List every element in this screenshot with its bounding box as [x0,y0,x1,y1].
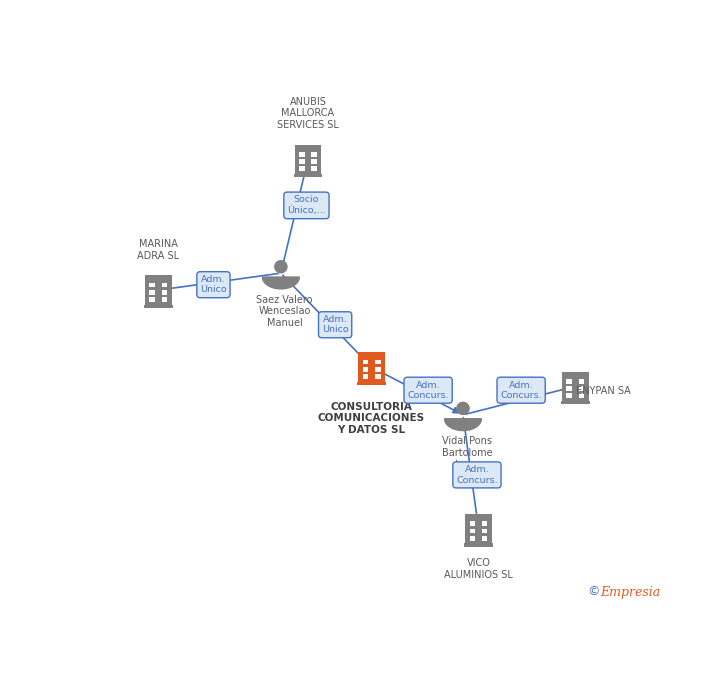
FancyBboxPatch shape [375,367,381,372]
Text: MARINA
ADRA SL: MARINA ADRA SL [138,239,180,261]
Polygon shape [262,277,299,289]
Text: Socio
Único,...: Socio Único,... [287,195,325,215]
FancyBboxPatch shape [482,521,488,526]
Text: Adm.
Concurs.: Adm. Concurs. [456,465,498,484]
FancyBboxPatch shape [562,372,588,401]
FancyBboxPatch shape [311,159,317,164]
Text: Adm.
Unico: Adm. Unico [200,275,226,295]
FancyBboxPatch shape [162,283,167,288]
FancyBboxPatch shape [375,374,381,379]
FancyBboxPatch shape [146,275,172,305]
FancyBboxPatch shape [566,386,572,391]
Polygon shape [457,402,469,414]
Text: VICO
ALUMINIOS SL: VICO ALUMINIOS SL [444,558,513,580]
FancyBboxPatch shape [470,529,475,534]
FancyBboxPatch shape [299,166,305,171]
FancyBboxPatch shape [470,536,475,540]
FancyBboxPatch shape [162,290,167,295]
Text: CONSULTORIA
COMUNICACIONES
Y DATOS SL: CONSULTORIA COMUNICACIONES Y DATOS SL [318,401,425,435]
FancyBboxPatch shape [363,374,368,379]
FancyBboxPatch shape [566,393,572,398]
Text: Adm.
Concurs.: Adm. Concurs. [500,380,542,400]
FancyBboxPatch shape [464,543,493,547]
FancyBboxPatch shape [579,393,585,398]
FancyBboxPatch shape [579,386,585,391]
FancyBboxPatch shape [149,290,155,295]
Text: Adm.
Concurs.: Adm. Concurs. [407,380,449,400]
FancyBboxPatch shape [311,166,317,171]
FancyBboxPatch shape [566,379,572,384]
FancyBboxPatch shape [295,145,321,174]
FancyBboxPatch shape [561,401,590,404]
Text: Adm.
Unico: Adm. Unico [322,315,349,334]
FancyBboxPatch shape [375,360,381,364]
FancyBboxPatch shape [311,152,317,157]
Text: Empresia: Empresia [600,586,660,599]
Text: ENYPAN SA: ENYPAN SA [576,386,630,397]
FancyBboxPatch shape [357,382,386,385]
Text: Vidal Pons
Bartolome
Jesus: Vidal Pons Bartolome Jesus [442,436,492,470]
FancyBboxPatch shape [144,305,173,308]
FancyBboxPatch shape [482,529,488,534]
FancyBboxPatch shape [293,174,323,177]
FancyBboxPatch shape [363,367,368,372]
FancyBboxPatch shape [470,521,475,526]
FancyBboxPatch shape [579,379,585,384]
FancyBboxPatch shape [358,353,384,382]
Polygon shape [274,261,287,273]
FancyBboxPatch shape [162,297,167,302]
FancyBboxPatch shape [149,283,155,288]
Polygon shape [445,419,481,431]
FancyBboxPatch shape [299,152,305,157]
FancyBboxPatch shape [363,360,368,364]
Text: ANUBIS
MALLORCA
SERVICES SL: ANUBIS MALLORCA SERVICES SL [277,97,339,130]
FancyBboxPatch shape [465,514,491,543]
FancyBboxPatch shape [299,159,305,164]
FancyBboxPatch shape [482,536,488,540]
FancyBboxPatch shape [149,297,155,302]
Text: ©: © [587,586,599,599]
Text: Saez Valero
Wenceslao
Manuel: Saez Valero Wenceslao Manuel [256,295,313,328]
